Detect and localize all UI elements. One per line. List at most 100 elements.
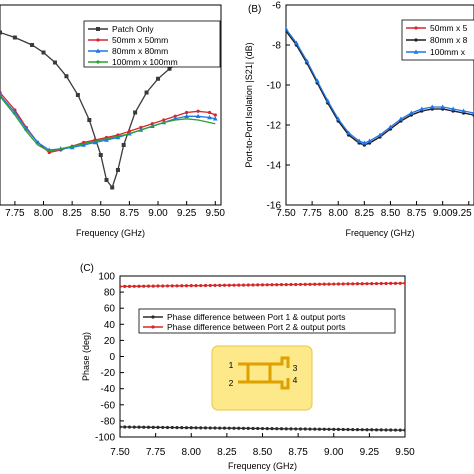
data-point: [165, 425, 170, 430]
legend-entry: Phase difference between Port 2 & output…: [167, 322, 345, 332]
data-point: [308, 427, 312, 431]
data-point: [144, 90, 149, 95]
y-tick-label: 20: [104, 336, 116, 347]
data-point: [308, 282, 312, 286]
data-point: [346, 282, 350, 286]
data-point: [213, 283, 217, 287]
data-point: [189, 284, 193, 288]
legend-box: [138, 308, 396, 334]
data-point: [203, 426, 208, 430]
data-point: [199, 283, 203, 288]
data-point: [251, 283, 255, 287]
data-point: [75, 93, 80, 97]
data-point: [133, 110, 138, 115]
data-point: [365, 428, 369, 432]
legend-marker: [151, 325, 155, 329]
data-point: [322, 282, 326, 286]
data-point: [379, 428, 383, 432]
data-point: [461, 108, 466, 113]
data-point: [207, 115, 212, 120]
data-point: [227, 426, 231, 430]
data-point: [180, 284, 184, 288]
data-point: [175, 284, 179, 288]
series-line: [0, 95, 216, 152]
x-tick-label: 8.50: [253, 447, 273, 458]
x-axis-label: Frequency (GHz): [76, 228, 145, 238]
data-point: [170, 284, 174, 288]
x-tick-label: 8.00: [328, 208, 348, 219]
data-point: [161, 284, 165, 288]
data-point: [270, 427, 274, 431]
data-point: [123, 284, 127, 289]
data-point: [251, 426, 255, 431]
data-point: [241, 426, 246, 430]
data-point: [284, 427, 288, 431]
data-point: [180, 426, 184, 430]
data-point: [150, 122, 154, 126]
data-point: [388, 124, 393, 129]
data-point: [419, 106, 425, 111]
chart-panel-2: 7.50 7.75 8.00 8.25 8.50 8.75 9.00 9.25 -6 -8 -10 -…: [244, 1, 474, 238]
data-point: [355, 428, 360, 432]
series-line: [0, 92, 216, 154]
data-point: [346, 130, 352, 135]
data-point: [194, 426, 198, 430]
port-line-4: [270, 378, 290, 390]
data-point: [222, 426, 227, 430]
data-point: [207, 110, 212, 115]
data-point: [304, 58, 310, 63]
data-point: [384, 281, 388, 286]
data-point: [322, 427, 326, 431]
data-point: [275, 427, 279, 431]
data-point: [132, 425, 136, 429]
legend-entry: 100mm x 100mm: [112, 57, 178, 67]
data-point: [189, 426, 193, 430]
data-point: [237, 426, 241, 430]
x-tick-label: 8.00: [34, 208, 54, 219]
legend-entry: 50mm x 5: [430, 23, 468, 33]
data-point: [408, 110, 414, 115]
data-point: [41, 50, 46, 55]
x-tick-label: 9.25: [360, 447, 380, 458]
port-label-3: 3: [293, 363, 298, 373]
data-point: [123, 425, 127, 429]
x-tick-label: 7.50: [276, 208, 296, 219]
data-point: [294, 40, 299, 45]
data-point: [256, 426, 260, 431]
data-point: [265, 283, 269, 287]
x-tick-label: 9.25: [452, 208, 472, 219]
data-point: [184, 426, 189, 430]
legend-marker: [96, 38, 100, 42]
x-tick-label: 9.50: [206, 208, 226, 219]
data-point: [142, 425, 146, 429]
x-tick-label: 8.75: [288, 447, 308, 458]
chart-panel-1: 7.75 8.00 8.25 8.50 8.75 9.00 9.25 9.50 Frequenc…: [0, 4, 226, 238]
series-line: [286, 28, 474, 144]
data-point: [246, 426, 250, 430]
data-point: [167, 66, 172, 71]
data-point: [356, 138, 362, 143]
data-point: [30, 43, 35, 47]
data-point: [120, 425, 122, 429]
legend-entry: 100mm x: [430, 47, 466, 57]
data-point: [12, 35, 17, 40]
legend: Phase difference between Port 1 & output…: [138, 308, 396, 334]
legend-marker: [95, 48, 101, 53]
data-point: [284, 282, 288, 287]
legend-marker: [96, 27, 100, 31]
data-point: [260, 426, 265, 431]
data-point: [232, 426, 236, 430]
data-point: [213, 113, 217, 117]
data-point: [365, 282, 369, 286]
legend-entry: 50mm x 50mm: [112, 35, 168, 45]
data-point: [115, 168, 120, 172]
data-point: [374, 281, 379, 286]
port-label-4: 4: [293, 375, 298, 385]
series-3: [286, 26, 474, 145]
series-group: [286, 26, 474, 147]
y-tick-label: -40: [101, 384, 116, 395]
y-tick-label: -6: [272, 1, 281, 12]
legend-entry: 80mm x 80mm: [112, 46, 168, 56]
series-4: [0, 95, 216, 152]
series-line: [286, 30, 474, 146]
